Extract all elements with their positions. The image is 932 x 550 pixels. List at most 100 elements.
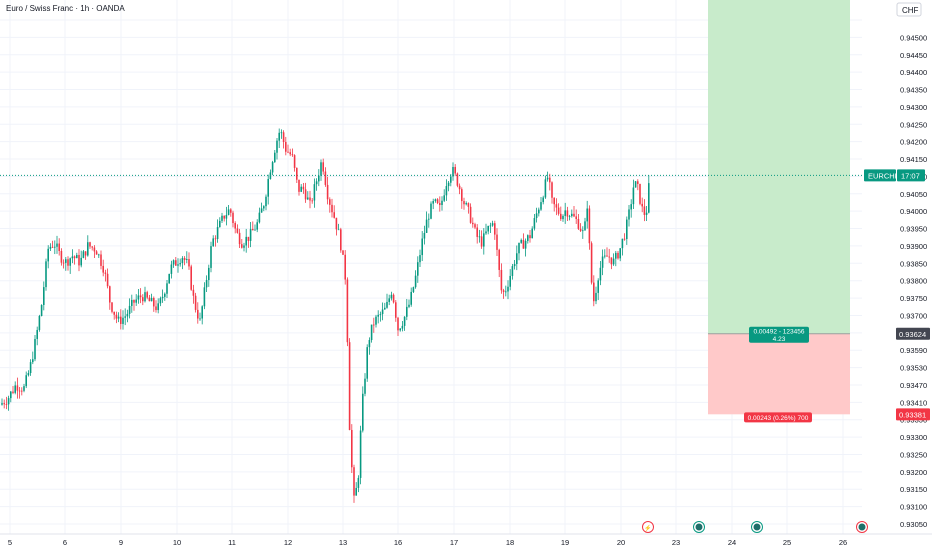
candle-body — [49, 246, 52, 249]
candle-body — [509, 275, 511, 287]
candle-body — [329, 199, 331, 205]
candle-body — [223, 215, 225, 219]
candle-body — [494, 223, 496, 235]
candle-body — [348, 342, 351, 430]
candle-body — [115, 314, 118, 319]
candle-body — [91, 246, 93, 248]
candle-body — [538, 209, 540, 214]
candle-body — [546, 177, 549, 180]
candle-body — [555, 204, 558, 208]
candle-body — [505, 291, 507, 293]
candle-body — [529, 235, 531, 239]
candle-body — [10, 391, 12, 399]
candle-body — [447, 182, 450, 187]
candle-body — [287, 151, 289, 153]
candle-body — [183, 258, 186, 260]
candle-body — [337, 229, 340, 231]
candle-body — [293, 155, 296, 168]
candle-body — [408, 304, 410, 307]
stop-info-box[interactable] — [744, 412, 812, 423]
symbol-label: EURCHF — [868, 171, 900, 180]
candle-body — [463, 201, 465, 205]
candle-body — [377, 314, 379, 317]
x-tick-label: 13 — [339, 538, 347, 547]
candle-body — [23, 386, 25, 391]
candle-body — [423, 232, 426, 239]
candle-body — [54, 246, 56, 248]
candle-body — [190, 266, 192, 290]
candle-body — [531, 228, 533, 239]
currency-label: CHF — [902, 6, 919, 15]
candle-body — [606, 255, 608, 257]
candle-body — [320, 162, 322, 176]
candle-body — [467, 203, 470, 207]
candle-body — [117, 316, 120, 319]
target-info-box[interactable] — [749, 326, 809, 343]
candle-body — [3, 403, 5, 405]
y-tick-label: 0.93900 — [900, 242, 927, 251]
candle-body — [95, 251, 98, 255]
candle-body — [73, 256, 76, 259]
candle-body — [456, 173, 459, 186]
x-tick-label: 23 — [672, 538, 680, 547]
candle-body — [375, 316, 377, 325]
candle-body — [139, 295, 142, 298]
candle-body — [617, 252, 619, 259]
candle-body — [590, 243, 593, 283]
candle-body — [454, 166, 456, 174]
candle-body — [164, 293, 166, 297]
candle-body — [502, 290, 505, 292]
event-icon[interactable] — [642, 521, 654, 533]
x-tick-label: 25 — [783, 538, 791, 547]
y-tick-label: 0.93300 — [900, 433, 927, 442]
candle-body — [102, 265, 104, 273]
candle-body — [639, 183, 641, 204]
candle-body — [520, 239, 522, 243]
candle-body — [399, 328, 401, 331]
currency-box — [896, 2, 922, 17]
candle-body — [445, 186, 448, 196]
candle-body — [434, 199, 437, 202]
candle-body — [621, 238, 624, 249]
y-tick-label: 0.93590 — [900, 346, 927, 355]
candle-body — [549, 177, 551, 183]
candle-body — [628, 209, 630, 220]
candle-body — [577, 218, 580, 229]
candle-body — [430, 203, 432, 219]
candle-body — [326, 184, 329, 200]
candle-body — [227, 209, 230, 215]
y-tick-label: 0.93250 — [900, 450, 927, 459]
y-tick-label: 0.93100 — [900, 503, 927, 512]
candle-body — [166, 283, 168, 294]
candle-body — [186, 259, 188, 260]
candle-body — [60, 250, 63, 263]
candle-body — [518, 242, 520, 254]
candle-body — [483, 233, 485, 247]
candle-body — [32, 359, 34, 363]
candle-body — [474, 224, 476, 228]
candle-body — [461, 189, 463, 202]
candle-body — [311, 200, 313, 202]
y-tick-label: 0.94450 — [900, 51, 927, 60]
candle-body — [524, 240, 527, 249]
candle-body — [584, 221, 586, 231]
candle-body — [366, 347, 368, 379]
candle-body — [93, 247, 96, 252]
target-zone[interactable] — [708, 0, 850, 334]
candle-body — [219, 220, 221, 228]
candle-body — [498, 249, 500, 270]
candle-body — [7, 398, 10, 405]
entry-price-label: 0.93624 — [899, 330, 926, 339]
y-tick-label: 0.93800 — [900, 277, 927, 286]
entry-price-badge — [896, 327, 930, 340]
candle-body — [414, 275, 417, 288]
target-ratio-text: 4.23 — [773, 336, 786, 343]
candle-body — [82, 251, 85, 258]
candle-body — [476, 227, 478, 237]
stop-zone[interactable] — [708, 333, 850, 415]
candle-body — [335, 217, 338, 230]
candle-body — [212, 238, 214, 247]
candle-body — [333, 212, 335, 218]
